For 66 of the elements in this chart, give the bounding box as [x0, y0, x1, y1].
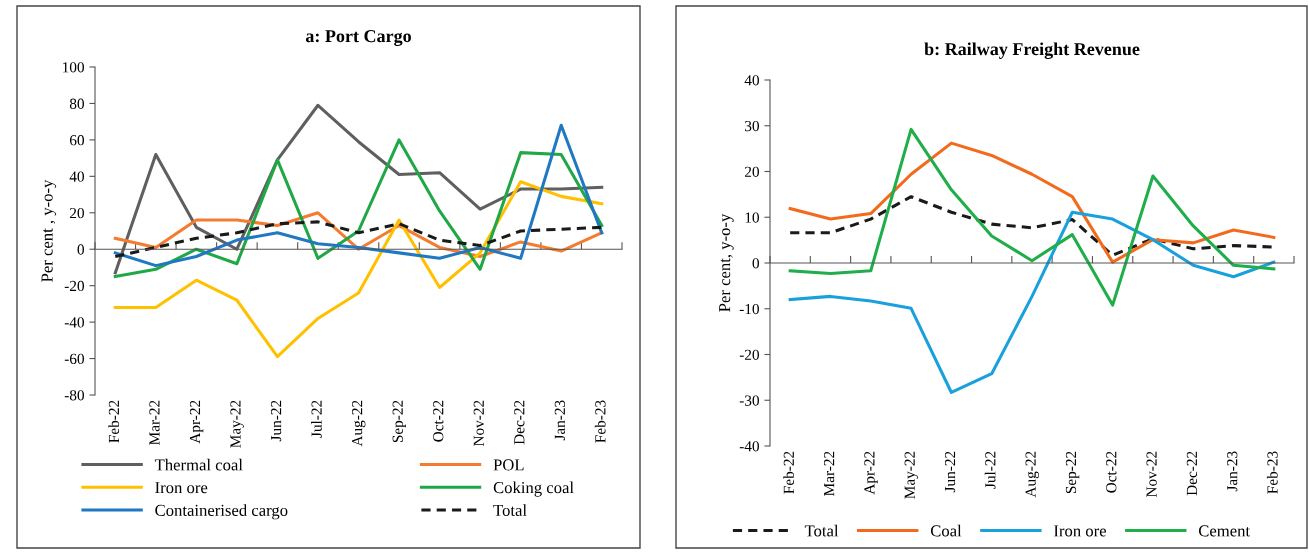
x-tick-label: Nov-22	[473, 400, 484, 447]
x-tick-label: May-22	[904, 451, 918, 499]
x-tick-label: Feb-23	[1266, 451, 1278, 494]
y-tick-label: -20	[739, 349, 759, 360]
legend-label: Total	[493, 504, 527, 516]
y-axis-title: Per cent, y-o-y	[719, 213, 734, 312]
x-tick-label: Apr-22	[189, 400, 204, 444]
y-axis-title: Per cent , y-o-y	[41, 179, 57, 282]
line-series	[113, 180, 604, 359]
x-tick-label: Jan-23	[554, 400, 566, 441]
legend-label: Cement	[1198, 525, 1250, 537]
x-tick-label: Aug-22	[1025, 451, 1039, 498]
legend-label: Containerised cargo	[155, 504, 288, 520]
legend-label: Thermal coal	[154, 458, 243, 471]
y-tick-label: -60	[64, 353, 84, 365]
line-series	[113, 220, 604, 259]
y-tick-label: 40	[69, 171, 84, 182]
y-tick-label: -20	[64, 280, 84, 292]
x-tick-label: Dec-22	[514, 400, 525, 445]
y-tick-label: -30	[739, 395, 759, 406]
x-tick-label: May-22	[230, 400, 244, 448]
chart-title: a: Port Cargo	[305, 30, 411, 46]
x-tick-label: Jan-23	[1227, 451, 1238, 492]
y-tick-label: -80	[64, 390, 84, 401]
legend-label: Total	[804, 524, 839, 537]
y-tick-label: 80	[69, 98, 84, 109]
x-tick-label: Jun-22	[944, 451, 956, 493]
x-tick-label: Oct-22	[1106, 451, 1117, 493]
legend-label: Iron ore	[155, 482, 208, 494]
x-tick-label: Aug-22	[352, 400, 366, 447]
x-tick-label: Apr-22	[864, 451, 878, 495]
legend-label: Coal	[930, 524, 962, 537]
y-tick-label: -10	[739, 303, 759, 315]
x-tick-label: Jul-22	[311, 400, 322, 438]
x-tick-label: Feb-22	[108, 400, 120, 443]
line-series	[788, 141, 1276, 264]
y-tick-label: -40	[739, 441, 759, 452]
legend-label: Coking coal	[493, 481, 574, 497]
chart-title: b: Railway Freight Revenue	[924, 42, 1140, 59]
x-tick-label: Feb-23	[594, 400, 606, 443]
x-tick-label: Oct-22	[433, 400, 444, 442]
y-tick-label: 20	[744, 166, 759, 177]
y-tick-label: 10	[745, 212, 759, 223]
x-tick-label: Jun-22	[270, 400, 282, 442]
line-series	[788, 210, 1276, 394]
line-series	[113, 138, 604, 279]
x-tick-label: Feb-22	[783, 451, 794, 494]
y-tick-label: 0	[752, 258, 759, 269]
y-tick-label: 20	[69, 207, 84, 219]
x-tick-label: Sep-22	[392, 400, 406, 443]
x-tick-label: Jul-22	[984, 451, 996, 489]
line-series	[113, 123, 604, 268]
y-tick-label: 60	[69, 135, 84, 146]
y-tick-label: 40	[744, 75, 759, 86]
x-tick-label: Dec-22	[1186, 451, 1198, 496]
y-tick-label: -40	[64, 317, 84, 328]
legend-label: POL	[493, 459, 524, 471]
x-tick-label: Sep-22	[1065, 451, 1080, 494]
y-tick-label: 30	[745, 120, 759, 132]
x-tick-label: Nov-22	[1146, 451, 1157, 498]
x-tick-label: Mar-22	[824, 451, 835, 496]
y-tick-label: 0	[77, 244, 84, 255]
legend-label: Iron ore	[1053, 525, 1107, 537]
x-tick-label: Mar-22	[149, 400, 160, 445]
line-series	[788, 127, 1276, 307]
y-tick-label: 100	[63, 62, 84, 73]
